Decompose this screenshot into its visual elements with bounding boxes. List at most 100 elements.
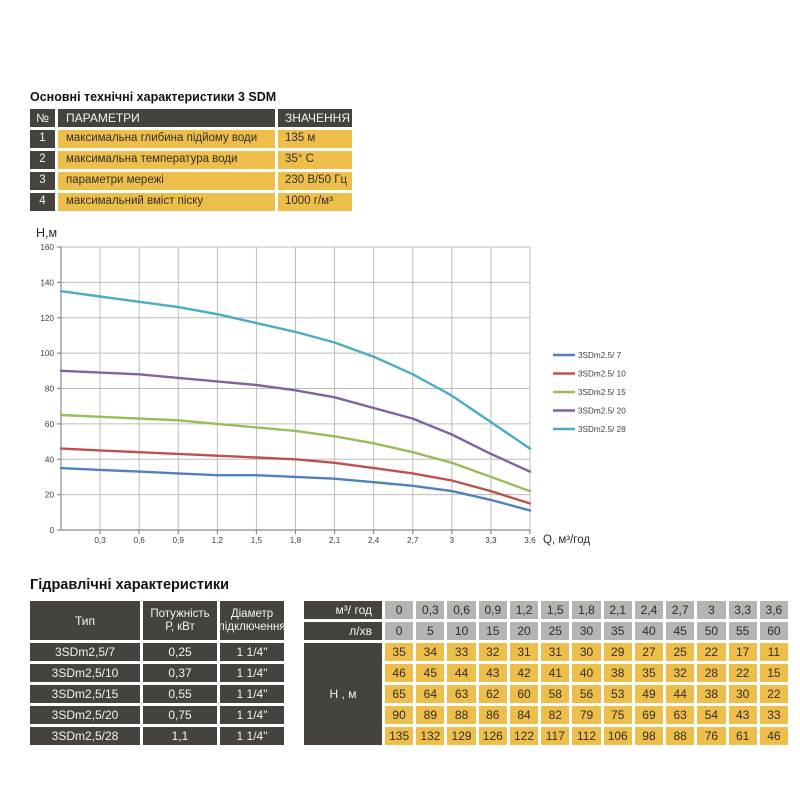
x-tick-label: 3,6 [524, 536, 536, 545]
head-value-cell: 31 [509, 643, 539, 661]
head-value-cell: 126 [478, 727, 507, 745]
head-value-cell: 34 [416, 643, 445, 661]
head-value-cell: 32 [666, 664, 695, 682]
col-header-value: ЗНАЧЕННЯ [278, 109, 352, 127]
col-header-num: № [30, 109, 55, 127]
flow-lmin-cell: 0 [385, 622, 414, 640]
y-tick-label: 100 [40, 349, 54, 358]
series-line-3SDm2.520 [59, 369, 532, 473]
head-value-cell: 22 [697, 643, 726, 661]
series-line-3SDm2.528 [59, 289, 532, 450]
diameter-cell: 1 1/4" [220, 643, 284, 661]
head-value-cell: 106 [603, 727, 632, 745]
pump-curves-chart: 0 20 40 60 80 100 120 140 160 0,3 0,6 0,9 1,2 1,5 1,8 2… [30, 225, 788, 557]
head-value-cell: 44 [666, 685, 695, 703]
x-axis-title: Q, м³/год [543, 534, 590, 546]
head-units-label: Н , м [304, 643, 382, 745]
head-value-cell: 45 [416, 664, 445, 682]
head-value-cell: 88 [447, 706, 476, 724]
legend-label: 3SDm2.5/ 10 [578, 370, 626, 379]
head-value-cell: 38 [697, 685, 726, 703]
flow-lmin-cell: 35 [603, 622, 632, 640]
flow-lmin-cell: 55 [728, 622, 757, 640]
y-axis-title: Н,м [36, 226, 57, 240]
head-value-cell: 89 [416, 706, 445, 724]
head-value-cell: 32 [478, 643, 507, 661]
flow-lmin-cell: 45 [666, 622, 695, 640]
series-line-3SDm2.57 [59, 466, 532, 512]
y-tick-label: 120 [40, 314, 54, 323]
head-value-cell: 58 [541, 685, 570, 703]
head-value-cell: 27 [634, 643, 664, 661]
head-value-cell: 22 [759, 685, 788, 703]
parameter-value: 135 м [278, 130, 352, 148]
x-tick-label: 3,3 [485, 536, 497, 545]
tech-specs-table: № ПАРАМЕТРИ ЗНАЧЕННЯ 1 максимальна глиби… [30, 109, 355, 211]
x-tick-label: 1,8 [290, 536, 302, 545]
head-value-cell: 129 [447, 727, 476, 745]
hydraulic-title: Гідравлічні характеристики [30, 577, 230, 593]
power-cell: 0,25 [143, 643, 217, 661]
head-value-cell: 44 [447, 664, 476, 682]
flow-m3-cell: 0,9 [478, 601, 507, 619]
pump-type-cell: 3SDm2,5/28 [30, 727, 140, 745]
head-value-cell: 86 [478, 706, 507, 724]
parameter-name: максимальна глибина підйому води [58, 130, 275, 148]
flow-m3-cell: 1,2 [509, 601, 539, 619]
parameter-value: 35° С [278, 151, 352, 169]
row-number: 4 [30, 193, 55, 211]
hydraulic-table: Тип Потужність Р, кВт Діаметр підключенн… [30, 601, 788, 745]
head-value-cell: 122 [509, 727, 539, 745]
flow-lmin-cell: 60 [759, 622, 788, 640]
head-value-cell: 11 [759, 643, 788, 661]
legend-label: 3SDm2.5/ 20 [578, 407, 626, 416]
head-value-cell: 63 [447, 685, 476, 703]
head-value-cell: 69 [634, 706, 664, 724]
parameter-name: максимальна температура води [58, 151, 275, 169]
head-value-cell: 15 [759, 664, 788, 682]
pump-curves-svg: 0 20 40 60 80 100 120 140 160 0,3 0,6 0,9 1,2 1,5 1,8 2… [36, 226, 626, 546]
x-tick-label: 2,4 [368, 536, 380, 545]
flow-lmin-cell: 30 [572, 622, 601, 640]
y-tick-label: 140 [40, 278, 54, 287]
flow-lmin-cell: 25 [541, 622, 570, 640]
head-value-cell: 112 [572, 727, 601, 745]
row-number: 1 [30, 130, 55, 148]
head-value-cell: 31 [541, 643, 570, 661]
x-tick-label: 0,3 [94, 536, 106, 545]
flow-m3-cell: 3 [697, 601, 726, 619]
parameter-name: параметри мережі [58, 172, 275, 190]
flow-m3-cell: 1,5 [541, 601, 570, 619]
flow-m3-header: м³/ год [304, 601, 382, 619]
flow-lmin-cell: 20 [509, 622, 539, 640]
parameter-value: 1000 г/м³ [278, 193, 352, 211]
power-cell: 0,75 [143, 706, 217, 724]
x-tick-label: 1,5 [251, 536, 263, 545]
flow-m3-cell: 0,3 [416, 601, 445, 619]
y-tick-label: 0 [49, 526, 54, 535]
head-value-cell: 98 [634, 727, 664, 745]
chart-series [59, 289, 532, 512]
col-header-diameter: Діаметр підключення [218, 601, 286, 640]
x-tick-label: 0,9 [173, 536, 185, 545]
head-value-cell: 43 [728, 706, 757, 724]
head-value-cell: 28 [697, 664, 726, 682]
head-value-cell: 22 [728, 664, 757, 682]
pump-type-cell: 3SDm2,5/7 [30, 643, 140, 661]
legend-label: 3SDm2.5/ 7 [578, 351, 622, 360]
head-value-cell: 135 [385, 727, 414, 745]
parameter-value: 230 В/50 Гц [278, 172, 352, 190]
head-value-cell: 61 [728, 727, 757, 745]
head-value-cell: 41 [541, 664, 570, 682]
head-value-cell: 90 [385, 706, 414, 724]
head-value-cell: 35 [385, 643, 414, 661]
head-value-cell: 75 [603, 706, 632, 724]
head-value-cell: 49 [634, 685, 664, 703]
power-header-line2: Р, кВт [165, 620, 195, 633]
head-value-cell: 82 [541, 706, 570, 724]
head-value-cell: 29 [603, 643, 632, 661]
chart-axes [57, 246, 531, 534]
diameter-cell: 1 1/4" [220, 706, 284, 724]
pump-type-cell: 3SDm2,5/15 [30, 685, 140, 703]
head-value-cell: 54 [697, 706, 726, 724]
